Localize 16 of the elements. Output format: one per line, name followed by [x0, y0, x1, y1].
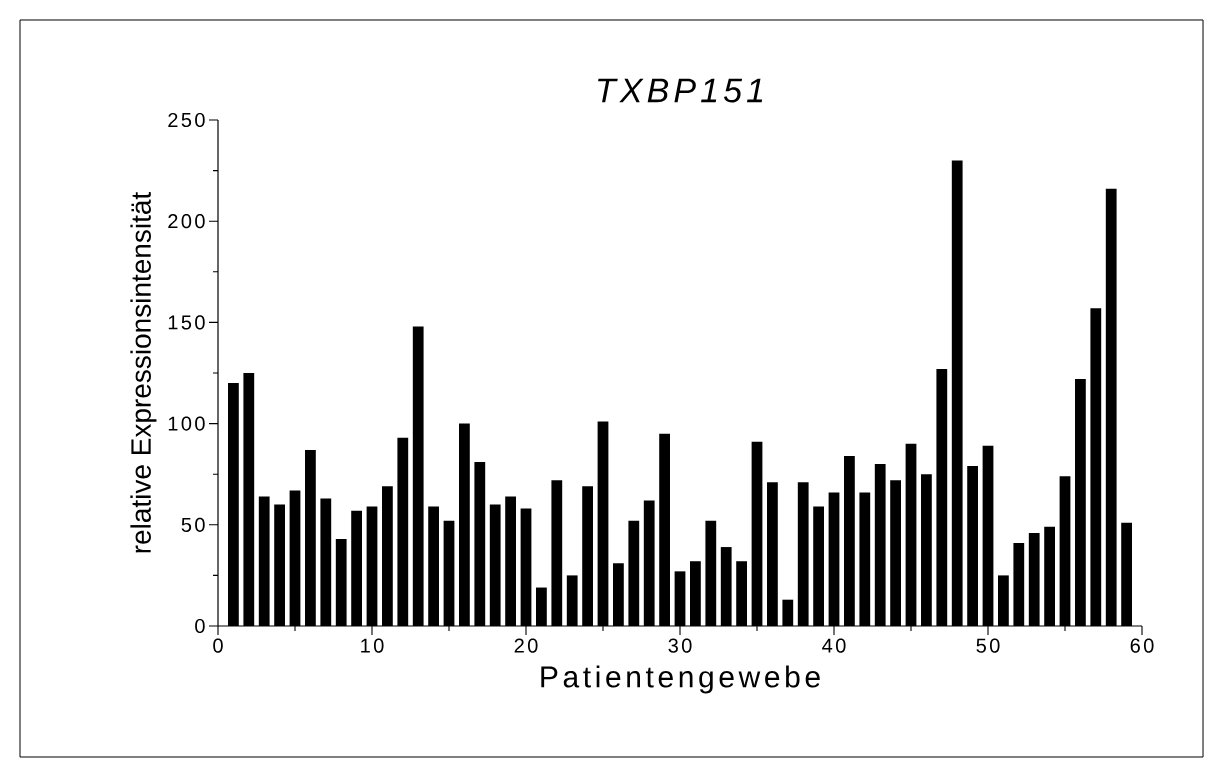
x-tick-label: 20: [514, 638, 538, 653]
y-tick-label: 50: [181, 517, 205, 532]
y-tick-label: 200: [168, 214, 205, 229]
x-tick-label: 60: [1130, 638, 1154, 653]
y-axis-title: relative Expressionsintensität: [130, 191, 157, 553]
x-tick-label: 10: [361, 638, 384, 653]
x-axis-title: Patientengewebe: [541, 665, 820, 694]
x-tick-label: 50: [976, 638, 1000, 653]
y-tick-label: 100: [168, 416, 205, 431]
chart-title: TXBP151: [598, 78, 763, 103]
x-tick-label: 40: [822, 638, 846, 653]
y-tick-label: 150: [168, 315, 205, 330]
y-tick-label: 0: [195, 618, 205, 634]
x-tick-label: 30: [668, 638, 692, 653]
y-tick-label: 250: [168, 112, 205, 128]
x-tick-label: 0: [213, 638, 223, 653]
